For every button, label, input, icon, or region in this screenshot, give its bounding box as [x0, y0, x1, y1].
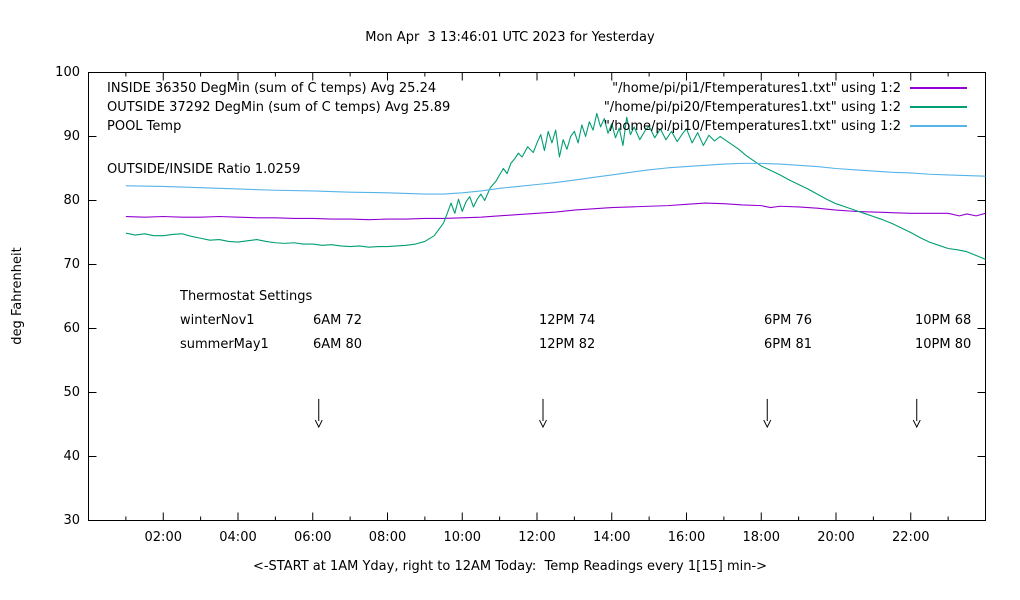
y-tick-label: 90	[63, 128, 80, 144]
thermostat-setting: 10PM 68	[915, 313, 972, 328]
thermostat-setting: 12PM 74	[539, 313, 596, 328]
thermostat-setting: 6AM 80	[313, 337, 363, 352]
y-tick-label: 100	[55, 64, 80, 80]
thermostat-season-name: winterNov1	[180, 313, 255, 328]
legend-key-outside: "/home/pi/pi20/Ftemperatures1.txt" using…	[604, 100, 967, 115]
x-tick-label: 16:00	[667, 530, 706, 545]
legend-line-sample-outside	[910, 106, 967, 108]
series-line-pool	[125, 162, 986, 195]
y-tick-label: 30	[63, 512, 80, 528]
outside-inside-ratio: OUTSIDE/INSIDE Ratio 1.0259	[107, 162, 301, 177]
legend-label-inside: INSIDE 36350 DegMin (sum of C temps) Avg…	[107, 80, 437, 96]
legend-file-pool: "/home/pi/pi10/Ftemperatures1.txt" using…	[603, 118, 901, 134]
legend-label-outside: OUTSIDE 37292 DegMin (sum of C temps) Av…	[107, 99, 451, 115]
thermostat-settings-heading: Thermostat Settings	[180, 289, 313, 304]
x-tick-label: 06:00	[294, 530, 332, 545]
legend-row-inside: INSIDE 36350 DegMin (sum of C temps) Avg…	[107, 79, 967, 97]
series-line-inside	[125, 202, 986, 221]
x-tick-label: 10:00	[443, 530, 481, 545]
legend-line-sample-pool	[910, 125, 967, 127]
thermostat-setting: 12PM 82	[539, 337, 596, 352]
thermostat-setting: 10PM 80	[915, 337, 972, 352]
thermostat-row-winter: winterNov1 6AM 72 12PM 74 6PM 76 10PM 68	[0, 313, 1020, 331]
x-tick-label: 20:00	[817, 530, 855, 545]
y-tick-label: 40	[63, 448, 80, 464]
legend-key-inside: "/home/pi/pi1/Ftemperatures1.txt" using …	[612, 81, 967, 96]
x-tick-label: 18:00	[742, 530, 780, 545]
thermostat-row-summer: summerMay1 6AM 80 12PM 82 6PM 81 10PM 80	[0, 337, 1020, 355]
chart-title: Mon Apr 3 13:46:01 UTC 2023 for Yesterda…	[365, 30, 655, 45]
series-line-outside	[125, 112, 986, 260]
legend-row-pool: POOL Temp "/home/pi/pi10/Ftemperatures1.…	[107, 117, 967, 135]
y-tick-label: 80	[63, 192, 80, 208]
y-tick-label: 60	[63, 320, 80, 336]
thermostat-setting: 6PM 76	[764, 313, 813, 328]
legend-file-inside: "/home/pi/pi1/Ftemperatures1.txt" using …	[612, 80, 901, 96]
legend-line-sample-inside	[910, 87, 967, 89]
x-tick-label: 22:00	[892, 530, 930, 545]
x-tick-label: 12:00	[518, 530, 556, 545]
thermostat-setting: 6AM 72	[313, 313, 363, 328]
thermostat-season-name: summerMay1	[180, 337, 269, 352]
thermostat-setting: 6PM 81	[764, 337, 813, 352]
legend-key-pool: "/home/pi/pi10/Ftemperatures1.txt" using…	[604, 119, 967, 134]
y-tick-label: 70	[63, 256, 80, 272]
x-tick-label: 02:00	[144, 530, 182, 545]
y-tick-label: 50	[63, 384, 80, 400]
legend-file-outside: "/home/pi/pi20/Ftemperatures1.txt" using…	[603, 99, 901, 115]
legend-label-pool: POOL Temp	[107, 118, 182, 134]
x-axis-label: <-START at 1AM Yday, right to 12AM Today…	[252, 559, 768, 574]
x-tick-label: 14:00	[593, 530, 631, 545]
x-tick-label: 04:00	[219, 530, 257, 545]
legend-row-outside: OUTSIDE 37292 DegMin (sum of C temps) Av…	[107, 98, 967, 116]
x-tick-label: 08:00	[368, 530, 407, 545]
